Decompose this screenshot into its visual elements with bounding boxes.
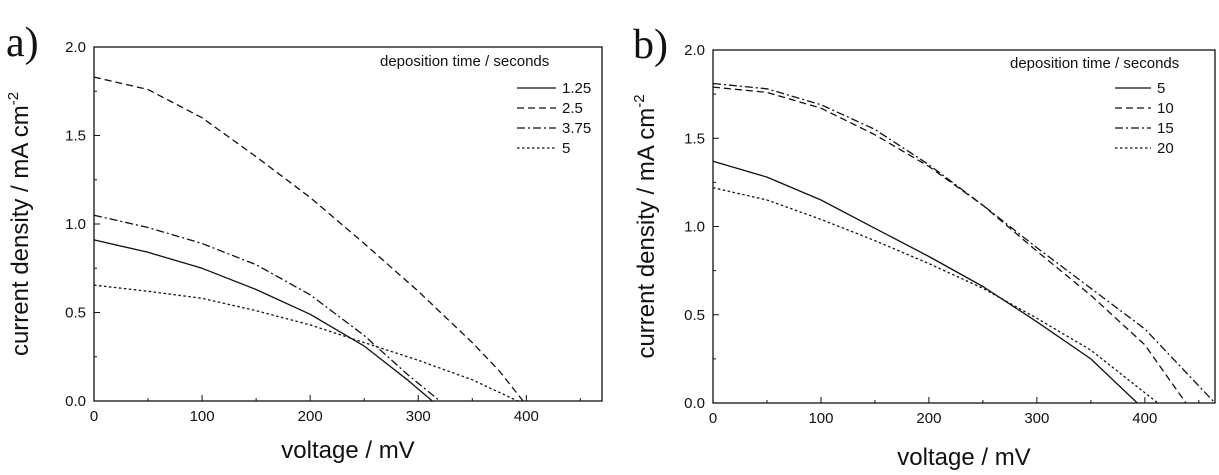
x-axis-title: voltage / mV — [281, 437, 414, 464]
panel-label: a) — [6, 20, 39, 66]
x-tick-label: 200 — [298, 408, 323, 425]
legend-title: deposition time / seconds — [1010, 55, 1179, 72]
plot-frame — [93, 46, 603, 402]
legend-label-15: 15 — [1157, 120, 1174, 137]
legend-label-3.75: 3.75 — [562, 120, 591, 137]
x-tick-label: 300 — [1024, 410, 1049, 427]
series-line-20 — [712, 187, 1159, 404]
y-tick-label: 0.5 — [65, 305, 86, 322]
series-line-15 — [712, 82, 1216, 404]
y-tick-label: 2.0 — [65, 39, 86, 56]
panel-label: b) — [633, 22, 668, 68]
x-tick-label: 100 — [190, 408, 215, 425]
y-axis-title-text: current density / mA cm — [633, 108, 660, 359]
y-tick-label: 0.0 — [684, 395, 705, 412]
y-axis-title-text: current density / mA cm — [7, 105, 34, 356]
series-line-1.25 — [93, 239, 433, 402]
y-axis-title: current density / mA cm-2 — [5, 92, 34, 356]
y-tick-label: 2.0 — [684, 42, 705, 59]
series-line-10 — [712, 86, 1187, 404]
y-axis-title-superscript: -2 — [5, 92, 22, 105]
plot-frame — [712, 49, 1216, 404]
x-tick-label: 400 — [514, 408, 539, 425]
y-tick-label: 1.0 — [65, 216, 86, 233]
legend-label-20: 20 — [1157, 140, 1174, 157]
legend-label-2.5: 2.5 — [562, 100, 583, 117]
x-axis-title: voltage / mV — [897, 444, 1030, 471]
legend-label-5: 5 — [1157, 80, 1165, 97]
panel-b: b) 0 100 200 300 400 0.0 0.5 1.0 1.5 2.0 voltage / … — [631, 22, 1216, 471]
series-line-5 — [93, 284, 518, 402]
legend-title: deposition time / seconds — [380, 53, 549, 70]
y-tick-label: 1.5 — [65, 128, 86, 145]
y-tick-label: 0.5 — [684, 307, 705, 324]
legend-label-10: 10 — [1157, 100, 1174, 117]
legend-label-5: 5 — [562, 140, 570, 157]
panel-a: a) 0 100 200 300 400 0.0 0.5 1.0 1.5 2.0 voltage / … — [5, 20, 603, 464]
series-line-3.75 — [93, 214, 441, 402]
y-axis-title: current density / mA cm-2 — [631, 94, 660, 358]
y-tick-label: 1.0 — [684, 219, 705, 236]
x-tick-label: 100 — [808, 410, 833, 427]
x-tick-label: 0 — [709, 410, 717, 427]
y-tick-label: 0.0 — [65, 393, 86, 410]
series-line-5 — [712, 160, 1138, 404]
x-tick-label: 200 — [916, 410, 941, 427]
x-tick-label: 0 — [90, 408, 98, 425]
x-tick-label: 400 — [1132, 410, 1157, 427]
x-tick-label: 300 — [406, 408, 431, 425]
legend-label-1.25: 1.25 — [562, 80, 591, 97]
y-axis-title-superscript: -2 — [631, 94, 648, 107]
series-line-2.5 — [93, 76, 524, 402]
y-tick-label: 1.5 — [684, 130, 705, 147]
